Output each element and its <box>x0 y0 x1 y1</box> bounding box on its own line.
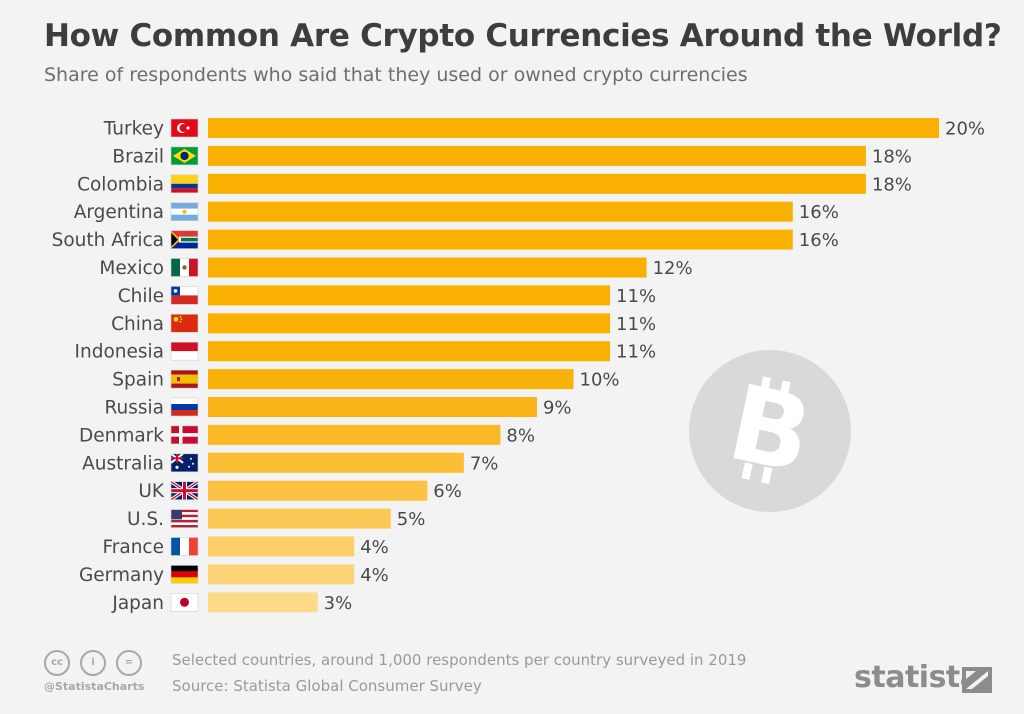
bar-chart: B Turkey 20% Brazil 18% Colombia 18% Argentina… <box>52 118 985 614</box>
flag-australia-icon <box>170 452 199 473</box>
category-label: Chile <box>118 286 164 307</box>
category-label: Colombia <box>77 174 164 195</box>
value-label: 11% <box>616 314 656 335</box>
value-label: 18% <box>872 146 912 167</box>
bar <box>208 369 574 390</box>
statista-mark-icon <box>962 667 992 693</box>
bar <box>208 285 611 306</box>
category-label: Spain <box>112 370 164 391</box>
flag-us-icon <box>170 509 199 528</box>
chart-subtitle: Share of respondents who said that they … <box>44 64 748 86</box>
flag-colombia-icon <box>170 174 199 194</box>
flag-uk-icon <box>170 480 199 502</box>
category-label: Argentina <box>74 202 164 223</box>
category-label: Russia <box>104 398 164 419</box>
flag-japan-icon <box>170 592 199 612</box>
category-label: Germany <box>79 565 164 586</box>
category-label: Indonesia <box>75 342 164 363</box>
flag-mexico-icon <box>170 258 199 277</box>
flag-chile-icon <box>170 286 199 305</box>
flag-brazil-icon <box>170 146 199 166</box>
flag-argentina-icon <box>170 202 199 221</box>
statista-handle[interactable]: @StatistaCharts <box>44 680 145 693</box>
bar <box>208 480 428 501</box>
bar <box>208 201 793 222</box>
statista-logo[interactable]: statista <box>854 660 980 695</box>
value-label: 7% <box>470 453 499 474</box>
category-label: Brazil <box>112 146 164 167</box>
value-label: 11% <box>616 342 656 363</box>
chart-title: How Common Are Crypto Currencies Around … <box>44 18 1002 54</box>
flag-germany-icon <box>170 565 199 584</box>
bar <box>208 341 611 362</box>
value-label: 4% <box>360 565 389 586</box>
bar <box>208 508 391 529</box>
bar <box>208 397 537 417</box>
flag-china-icon <box>170 313 199 333</box>
value-label: 6% <box>433 481 462 502</box>
category-label: Mexico <box>99 258 164 279</box>
category-label: Japan <box>111 593 164 614</box>
license-badge: cc i = @StatistaCharts <box>44 650 154 700</box>
bar <box>208 564 355 585</box>
value-label: 3% <box>324 593 353 614</box>
bar <box>208 536 355 557</box>
category-label: France <box>102 537 164 558</box>
value-label: 16% <box>799 230 839 251</box>
bar <box>208 592 318 613</box>
value-label: 4% <box>360 537 389 558</box>
value-label: 8% <box>506 425 535 446</box>
value-label: 20% <box>945 119 985 140</box>
value-label: 16% <box>799 202 839 223</box>
category-label: Denmark <box>79 425 164 446</box>
bar <box>208 452 464 473</box>
value-label: 18% <box>872 174 912 195</box>
bar <box>208 118 939 138</box>
value-label: 11% <box>616 286 656 307</box>
flag-spain-icon <box>170 369 199 389</box>
flag-indonesia-icon <box>170 341 199 361</box>
no-derivatives-icon: = <box>116 650 142 676</box>
footer-note: Selected countries, around 1,000 respond… <box>172 651 747 669</box>
category-label: UK <box>138 481 165 502</box>
category-label: China <box>111 314 164 335</box>
bar <box>208 257 647 278</box>
bar <box>208 229 793 250</box>
bar <box>208 173 866 194</box>
flag-turkey-icon <box>170 118 199 138</box>
value-label: 9% <box>543 398 572 419</box>
value-label: 10% <box>580 370 620 391</box>
flag-south-africa-icon <box>170 230 199 249</box>
value-label: 12% <box>653 258 693 279</box>
attribution-icon: i <box>80 650 106 676</box>
footer-source: Source: Statista Global Consumer Survey <box>172 677 482 695</box>
category-label: Turkey <box>103 119 164 140</box>
flag-russia-icon <box>170 397 199 417</box>
cc-icon: cc <box>44 650 70 676</box>
category-label: U.S. <box>127 509 164 530</box>
flag-denmark-icon <box>170 425 199 445</box>
flag-france-icon <box>170 537 199 556</box>
category-label: Australia <box>82 453 164 474</box>
bar <box>208 145 866 166</box>
bar <box>208 313 611 334</box>
category-label: South Africa <box>52 230 164 251</box>
bar <box>208 424 501 445</box>
value-label: 5% <box>397 509 426 530</box>
bitcoin-icon: B <box>689 350 851 512</box>
